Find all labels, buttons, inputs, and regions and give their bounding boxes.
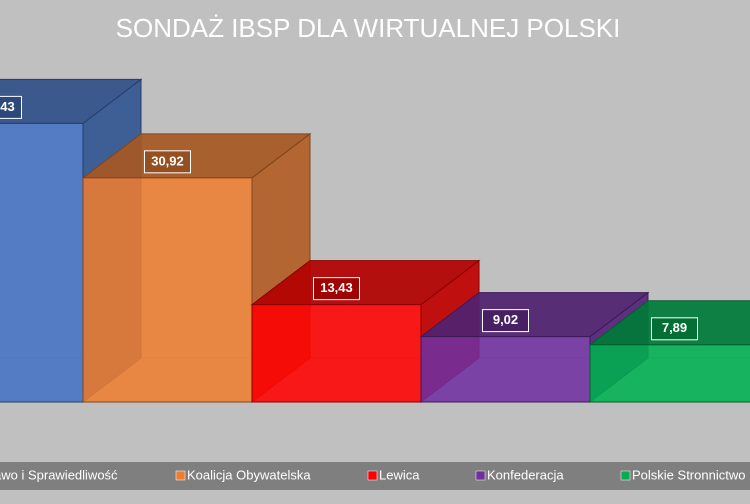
legend-label: Prawo i Sprawiedliwość xyxy=(0,467,118,482)
data-label-box xyxy=(144,150,191,174)
chart-title: SONDAŻ IBSP DLA WIRTUALNEJ POLSKI xyxy=(116,13,621,43)
data-label-box xyxy=(482,309,529,333)
data-label: 7,89 xyxy=(662,320,687,335)
data-label: 13,43 xyxy=(320,280,353,295)
data-label-box xyxy=(313,277,360,301)
data-labels: 38,43 30,92 13,43 9,02 7,89 xyxy=(0,95,698,341)
legend-label: Lewica xyxy=(379,467,420,482)
legend-label: Koalicja Obywatelska xyxy=(187,467,311,482)
data-label-box xyxy=(0,95,22,119)
data-label: 9,02 xyxy=(493,312,518,327)
bar xyxy=(251,304,422,403)
data-label: 38,43 xyxy=(0,99,15,114)
bars xyxy=(0,78,750,404)
data-label-box xyxy=(651,317,698,341)
legend-swatch xyxy=(620,470,631,481)
legend-label: Polskie Stronnictwo Ludowe xyxy=(632,467,750,482)
data-label: 30,92 xyxy=(151,153,184,168)
bar xyxy=(0,122,84,403)
legend-swatch xyxy=(475,470,486,481)
legend-label: Konfederacja xyxy=(487,467,564,482)
legend-swatch xyxy=(367,470,378,481)
legend: Prawo i Sprawiedliwość Koalicja Obywatels… xyxy=(0,467,750,482)
bar xyxy=(420,336,591,403)
bar xyxy=(589,344,750,403)
legend-swatch xyxy=(175,470,186,481)
bar xyxy=(82,177,253,403)
